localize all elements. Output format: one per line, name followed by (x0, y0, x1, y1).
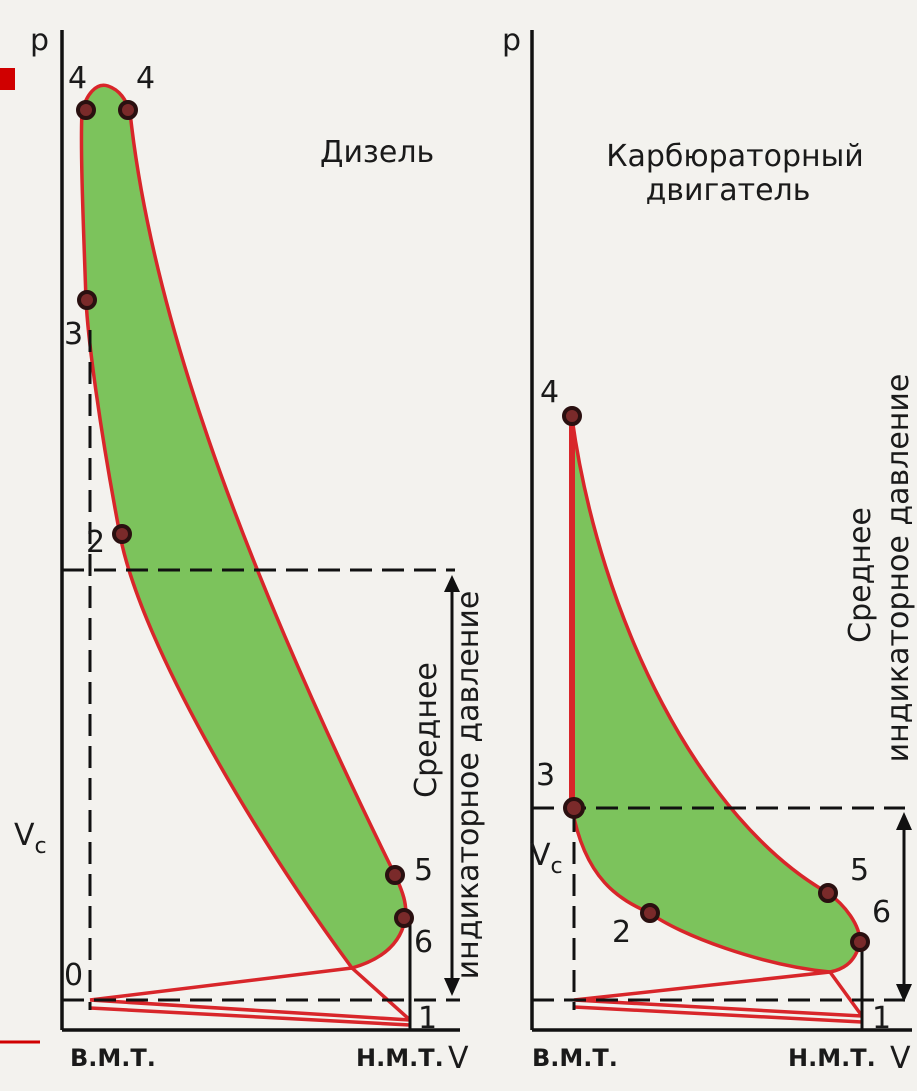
point-label: 6 (872, 895, 891, 930)
point (77, 290, 97, 310)
vc-main: V (530, 838, 551, 873)
point (563, 797, 585, 819)
point (850, 932, 870, 952)
mean-pressure-label: индикаторное давление (451, 591, 486, 980)
axis-label: p (502, 23, 521, 58)
mean-pressure-label: Среднее (843, 507, 878, 643)
title: двигатель (646, 173, 811, 208)
carburetor-diagram: p 4 3 2 5 6 1 Vc Карбюраторный двигатель… (502, 23, 916, 1076)
point-label: 5 (850, 853, 869, 888)
vc-sub: c (35, 834, 47, 859)
axis-label: p (30, 23, 49, 58)
point-label: 2 (612, 915, 631, 950)
axis-label: V (448, 1041, 469, 1076)
vc-label: Vc (14, 818, 47, 859)
point-label: 4 (136, 61, 155, 96)
point (818, 883, 838, 903)
point (118, 100, 138, 120)
point (640, 903, 660, 923)
gas-exchange-lines (573, 970, 864, 1024)
point-label: 6 (414, 925, 433, 960)
point-label: 1 (872, 1001, 891, 1036)
point-label: 2 (86, 525, 105, 560)
point (385, 865, 405, 885)
point-label: 4 (540, 375, 559, 410)
gas-exchange-lines (89, 966, 412, 1027)
point-label: 3 (536, 758, 555, 793)
point (76, 100, 96, 120)
title: Карбюраторный (606, 139, 864, 174)
tdc-label: В.М.Т. (70, 1044, 156, 1072)
diesel-diagram: p 4 4 3 2 5 6 0 1 Vc Дизель Среднее инди… (14, 23, 486, 1076)
axis-label: V (890, 1041, 911, 1076)
point-label: 3 (64, 317, 83, 352)
bdc-label: Н.М.Т. (356, 1044, 444, 1072)
marker (0, 68, 15, 90)
mean-pressure-label: Среднее (409, 662, 444, 798)
point-label: 1 (418, 1001, 437, 1036)
point-label: 4 (68, 61, 87, 96)
point (112, 524, 132, 544)
point (394, 908, 414, 928)
vc-sub: c (551, 854, 563, 879)
point-label: 0 (64, 958, 83, 993)
title: Дизель (320, 135, 434, 170)
cycle-area (570, 417, 862, 974)
vc-label: Vc (530, 838, 563, 879)
tdc-label: В.М.Т. (532, 1044, 618, 1072)
mean-pressure-label: индикаторное давление (881, 374, 916, 763)
point (562, 406, 582, 426)
point-label: 5 (414, 853, 433, 888)
vc-main: V (14, 818, 35, 853)
bdc-label: Н.М.Т. (788, 1044, 876, 1072)
